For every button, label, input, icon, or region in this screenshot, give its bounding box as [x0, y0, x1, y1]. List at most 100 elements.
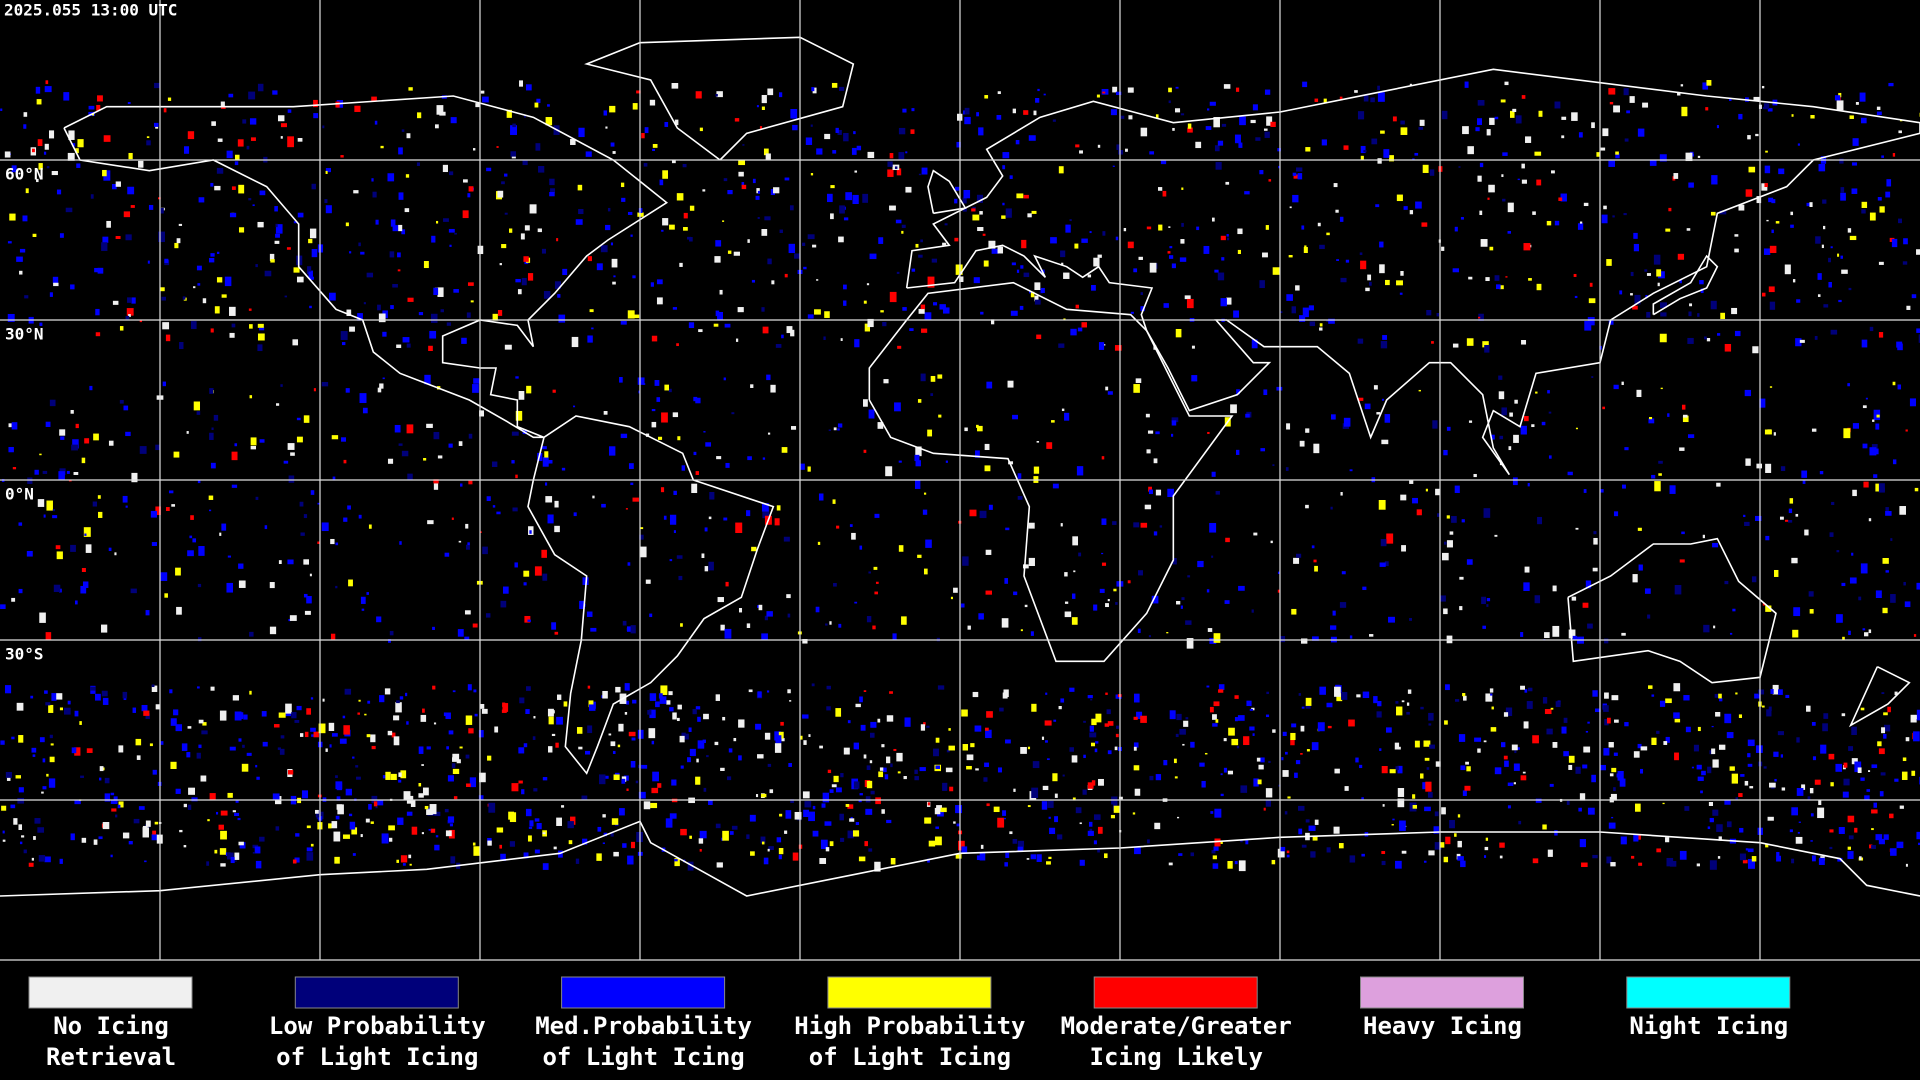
icing-speck [1073, 570, 1076, 573]
icing-speck [115, 814, 118, 818]
icing-speck [784, 273, 788, 278]
icing-speck [252, 204, 255, 207]
icing-speck [404, 208, 410, 213]
icing-speck [731, 412, 735, 415]
icing-speck [217, 138, 223, 142]
latitude-label: 60°N [5, 165, 44, 184]
icing-speck [784, 830, 788, 834]
icing-speck [406, 133, 411, 139]
icing-speck [1077, 327, 1083, 332]
icing-speck [234, 812, 240, 817]
icing-speck [1215, 162, 1222, 170]
icing-speck [164, 593, 168, 598]
icing-speck [881, 744, 885, 748]
icing-speck [1587, 807, 1595, 815]
icing-speck [1830, 246, 1833, 249]
icing-speck [1806, 705, 1811, 712]
icing-speck [765, 153, 771, 160]
icing-speck [1868, 770, 1871, 772]
icing-speck [396, 344, 402, 348]
icing-speck [976, 855, 981, 861]
icing-speck [779, 813, 783, 817]
icing-speck [1330, 414, 1336, 420]
icing-speck [849, 818, 855, 822]
icing-speck [202, 298, 207, 304]
icing-speck [296, 417, 301, 421]
icing-speck [1705, 107, 1709, 111]
icing-speck [512, 123, 516, 128]
icing-speck [1168, 87, 1172, 93]
icing-speck [1843, 762, 1848, 768]
icing-speck [1133, 742, 1139, 748]
icing-speck [1436, 313, 1440, 317]
icing-speck [1634, 294, 1641, 305]
icing-speck [1659, 154, 1667, 162]
icing-speck [49, 292, 53, 297]
icing-speck [1220, 235, 1226, 241]
icing-speck [1589, 282, 1593, 287]
icing-speck [213, 414, 219, 421]
icing-speck [1458, 734, 1466, 742]
icing-speck [887, 161, 893, 167]
icing-speck [1221, 257, 1225, 261]
icing-speck [1311, 742, 1319, 751]
icing-speck [370, 821, 374, 824]
icing-speck [1860, 707, 1865, 711]
icing-speck [397, 817, 404, 825]
icing-speck [216, 167, 224, 174]
icing-speck [1848, 287, 1852, 291]
icing-speck [202, 722, 207, 726]
icing-speck [392, 284, 398, 288]
icing-speck [1179, 728, 1186, 735]
icing-speck [1197, 560, 1204, 568]
icing-speck [1238, 142, 1243, 148]
icing-speck [1427, 792, 1433, 798]
icing-speck [1669, 860, 1677, 867]
icing-speck [42, 758, 46, 763]
icing-speck [561, 467, 566, 471]
icing-speck [1662, 802, 1665, 805]
icing-speck [1053, 719, 1057, 722]
icing-speck [1360, 155, 1364, 161]
icing-speck [799, 463, 805, 470]
icing-speck [187, 131, 195, 140]
icing-speck [738, 719, 745, 728]
icing-speck [1272, 729, 1276, 733]
icing-speck [112, 184, 117, 190]
icing-speck [340, 331, 348, 340]
icing-speck [1807, 796, 1811, 800]
icing-speck [1446, 515, 1450, 519]
icing-speck [148, 204, 154, 210]
icing-speck [1790, 224, 1794, 228]
icing-speck [1892, 153, 1896, 157]
icing-speck [1446, 426, 1451, 431]
icing-speck [724, 628, 732, 639]
icing-speck [335, 585, 338, 589]
icing-speck [1076, 466, 1084, 476]
icing-speck [529, 820, 534, 827]
icing-speck [1151, 595, 1159, 604]
icing-speck [659, 696, 667, 704]
icing-speck [1842, 791, 1849, 798]
icing-speck [1240, 839, 1243, 843]
icing-speck [1494, 116, 1499, 120]
icing-speck [1168, 862, 1173, 866]
icing-speck [695, 91, 702, 99]
icing-speck [1532, 735, 1539, 744]
icing-speck [643, 163, 648, 167]
icing-speck [1434, 811, 1439, 817]
icing-speck [1264, 89, 1271, 95]
icing-speck [254, 846, 261, 854]
icing-speck [1106, 709, 1111, 715]
icing-speck [807, 314, 814, 319]
icing-speck [714, 256, 721, 263]
icing-speck [1651, 737, 1657, 745]
icing-speck [1841, 269, 1848, 274]
icing-speck [297, 212, 304, 218]
icing-speck [1744, 521, 1750, 527]
icing-speck [292, 859, 297, 864]
icing-speck [1851, 552, 1854, 556]
icing-speck [287, 136, 294, 148]
icing-speck [787, 689, 791, 694]
icing-speck [366, 734, 371, 738]
